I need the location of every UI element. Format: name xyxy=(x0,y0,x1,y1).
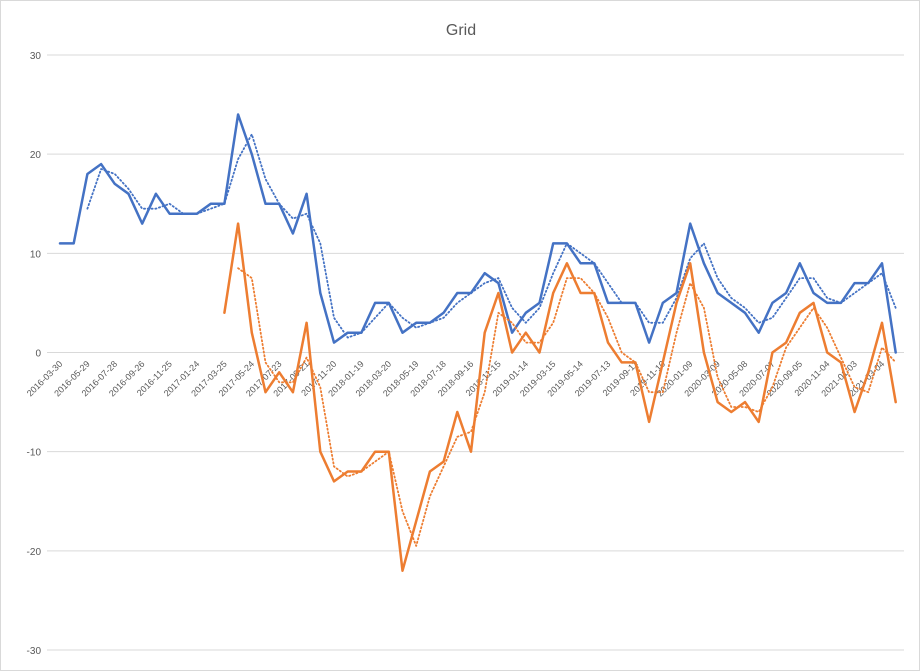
chart-title: Grid xyxy=(446,22,476,39)
blue-series-line xyxy=(58,113,897,354)
x-axis-labels: 2016-03-302016-05-292016-07-282016-09-26… xyxy=(25,359,887,399)
series-group xyxy=(58,113,897,572)
orange-trendline xyxy=(237,267,897,547)
y-tick-label: -10 xyxy=(27,448,42,459)
gridlines xyxy=(47,54,904,651)
y-tick-label: 30 xyxy=(30,51,42,62)
y-tick-label: -30 xyxy=(27,646,42,657)
orange-series-line xyxy=(223,222,897,572)
y-tick-label: 10 xyxy=(30,249,42,260)
y-tick-label: -20 xyxy=(27,547,42,558)
y-axis-labels: 30 20 10 0 -10 -20 -30 xyxy=(27,51,42,657)
blue-trendline xyxy=(86,133,897,339)
y-tick-label: 0 xyxy=(35,349,41,360)
y-tick-label: 20 xyxy=(30,150,42,161)
